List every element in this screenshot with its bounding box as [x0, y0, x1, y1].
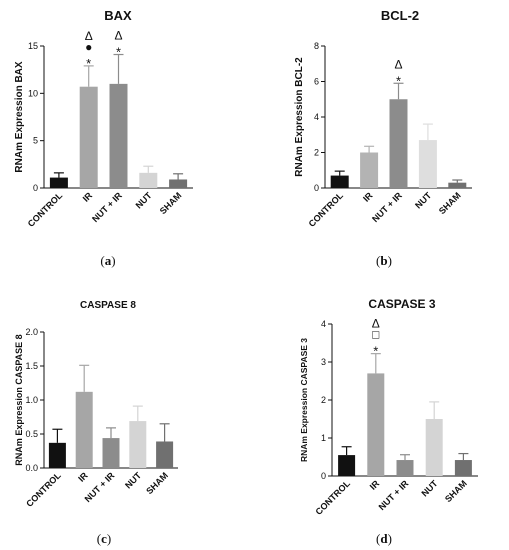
- significance-marker: Δ: [372, 317, 380, 331]
- x-category-label: CONTROL: [313, 478, 352, 517]
- y-tick-label: 8: [314, 41, 319, 51]
- bar-nut-ir: [109, 83, 128, 188]
- bar-control: [48, 442, 66, 468]
- significance-marker: *: [86, 56, 91, 71]
- y-tick-label: 1.0: [25, 395, 38, 405]
- bar-nut-ir: [396, 460, 414, 476]
- x-category-label: CONTROL: [24, 470, 63, 509]
- x-category-label: NUT: [419, 478, 440, 499]
- y-tick-label: 2: [314, 148, 319, 158]
- panel-label: (c): [97, 531, 111, 546]
- bar-sham: [448, 182, 467, 188]
- x-category-label: NUT + IR: [370, 190, 404, 224]
- bar-nut: [129, 421, 147, 468]
- x-category-label: NUT + IR: [377, 478, 411, 512]
- x-category-label: SHAM: [443, 478, 469, 504]
- bar-nut: [425, 419, 443, 476]
- y-tick-label: 0: [314, 183, 319, 193]
- y-tick-label: 1: [321, 433, 326, 443]
- x-category-label: IR: [361, 190, 375, 204]
- bar-ir: [360, 152, 379, 188]
- significance-marker: *: [396, 73, 401, 88]
- bar-nut-ir: [389, 99, 408, 188]
- y-axis-label: RNAm Expression BAX: [14, 61, 25, 172]
- bar-sham: [454, 460, 472, 476]
- significance-marker: *: [373, 344, 378, 359]
- y-tick-label: 0: [33, 183, 38, 193]
- x-category-label: CONTROL: [26, 190, 65, 229]
- significance-marker: *: [116, 45, 121, 60]
- panel-label: (b): [376, 253, 392, 268]
- x-category-label: NUT + IR: [90, 190, 124, 224]
- bar-control: [338, 455, 356, 476]
- y-tick-label: 1.5: [25, 361, 38, 371]
- y-tick-label: 0.5: [25, 429, 38, 439]
- y-tick-label: 5: [33, 136, 38, 146]
- x-category-label: CONTROL: [307, 190, 346, 229]
- bar-ir: [75, 391, 93, 468]
- chart-title: BAX: [104, 8, 132, 23]
- bar-control: [49, 177, 68, 188]
- y-tick-label: 2.0: [25, 327, 38, 337]
- x-category-label: NUT + IR: [83, 470, 117, 504]
- chart-panel-d: CASPASE 3 RNAm Expression CASPASE 3 0 1 2 3 4 C…: [299, 297, 478, 546]
- panel-label: (a): [100, 253, 115, 268]
- x-category-label: SHAM: [144, 470, 170, 496]
- x-category-label: SHAM: [437, 190, 463, 216]
- x-category-label: NUT: [413, 190, 434, 211]
- y-axis-label: RNAm Expression CASPASE 8: [14, 334, 24, 465]
- significance-marker: □: [372, 328, 379, 342]
- panel-label: (d): [376, 531, 392, 546]
- y-tick-label: 0: [321, 471, 326, 481]
- y-tick-label: 0.0: [25, 463, 38, 473]
- bar-sham: [156, 441, 174, 468]
- chart-panel-c: CASPASE 8 RNAm Expression CASPASE 80.0 0.5…: [14, 300, 178, 546]
- y-tick-label: 10: [28, 88, 38, 98]
- y-axis-label: RNAm Expression CASPASE 3: [299, 338, 309, 462]
- bar-nut-ir: [102, 438, 120, 468]
- x-category-label: NUT: [123, 470, 144, 491]
- significance-marker: Δ: [394, 57, 402, 71]
- bar-nut: [418, 140, 437, 188]
- bar-control: [330, 175, 349, 188]
- significance-marker: ●: [85, 40, 92, 54]
- chart-title: CASPASE 8: [80, 300, 136, 311]
- y-tick-label: 4: [321, 319, 326, 329]
- bar-nut: [139, 172, 158, 188]
- y-tick-label: 15: [28, 41, 38, 51]
- y-axis-label: RNAm Expression BCL-2: [294, 57, 305, 177]
- significance-marker: Δ: [85, 29, 93, 43]
- x-category-label: IR: [368, 478, 382, 492]
- bar-ir: [79, 86, 98, 188]
- y-tick-label: 3: [321, 357, 326, 367]
- y-tick-label: 2: [321, 395, 326, 405]
- x-category-label: NUT: [134, 190, 155, 211]
- significance-marker: Δ: [114, 29, 122, 43]
- x-category-label: IR: [76, 470, 90, 484]
- x-category-label: SHAM: [158, 190, 184, 216]
- chart-title: BCL-2: [381, 8, 419, 23]
- chart-panel-b: BCL-2 RNAm Expression BCL-2 0 2 4 6 8 CONTROL IR…: [294, 8, 472, 268]
- bar-sham: [169, 179, 188, 188]
- y-tick-label: 6: [314, 77, 319, 87]
- bar-ir: [367, 373, 385, 476]
- x-category-label: IR: [81, 190, 95, 204]
- y-tick-label: 4: [314, 112, 319, 122]
- chart-title: CASPASE 3: [368, 297, 435, 311]
